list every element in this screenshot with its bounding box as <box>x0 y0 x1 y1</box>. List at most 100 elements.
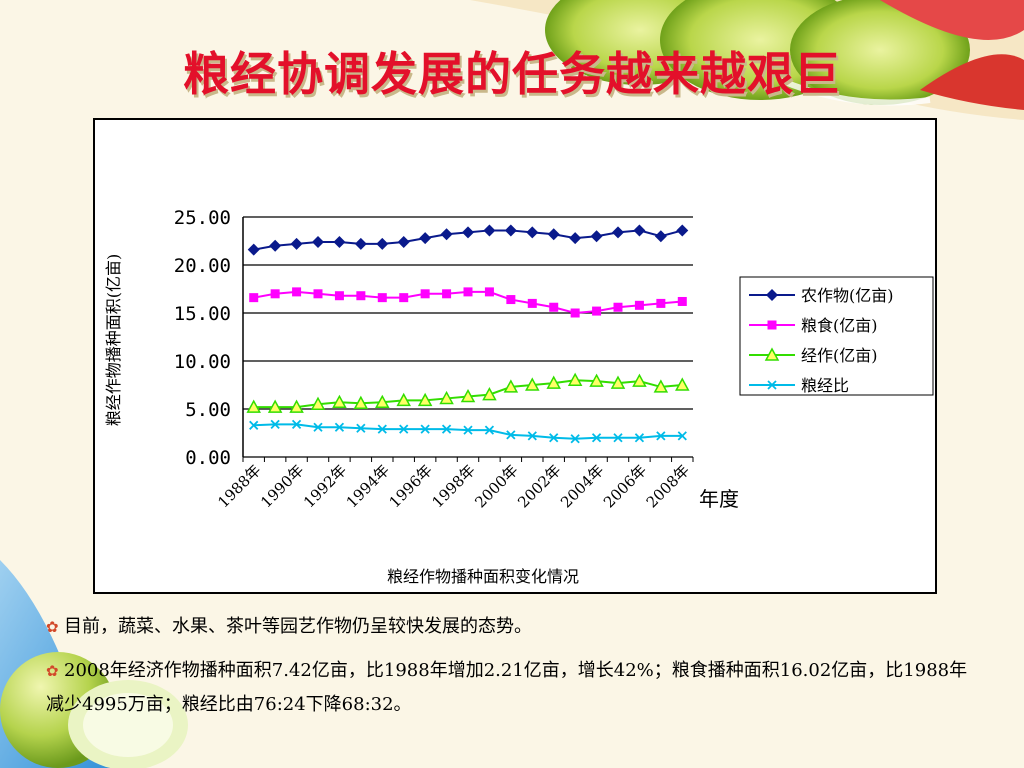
data-point-x <box>634 433 645 443</box>
data-point-triangle <box>289 399 304 413</box>
data-point-square <box>270 289 280 299</box>
data-point-triangle <box>396 392 411 407</box>
data-point-diamond <box>376 237 389 250</box>
data-point-diamond <box>354 237 367 250</box>
data-point-x <box>313 422 323 432</box>
data-point-diamond <box>547 228 560 241</box>
data-point-x <box>420 424 430 434</box>
x-tick-label: 1996年 <box>386 461 436 511</box>
x-tick-label: 2000年 <box>471 461 521 511</box>
data-point-square <box>506 295 516 305</box>
data-point-x <box>767 380 777 390</box>
data-point-x <box>613 433 623 443</box>
data-point-square <box>399 293 409 303</box>
flower-bullet-icon: ✿ <box>46 618 59 636</box>
x-axis-label: 年度 <box>699 487 739 511</box>
data-point-diamond <box>569 232 582 245</box>
data-point-triangle <box>525 377 540 391</box>
x-stroke <box>334 422 345 432</box>
data-point-triangle <box>567 372 583 386</box>
data-point-x <box>656 431 666 441</box>
x-tick-label: 2002年 <box>514 461 564 511</box>
data-point-square <box>656 298 666 308</box>
data-point-square <box>442 289 452 299</box>
x-stroke <box>506 430 516 440</box>
data-point-triangle <box>589 373 604 387</box>
x-tick-label: 2008年 <box>643 461 693 511</box>
x-stroke <box>399 424 409 434</box>
data-point-triangle <box>546 375 561 389</box>
x-stroke <box>484 425 495 435</box>
data-point-diamond <box>633 224 646 237</box>
data-point-x <box>677 431 687 441</box>
x-tick-label: 2006年 <box>600 461 650 511</box>
data-point-diamond <box>766 289 778 301</box>
data-point-square <box>592 306 602 316</box>
bullet-1: ✿ 目前，蔬菜、水果、茶叶等园艺作物仍呈较快发展的态势。 <box>46 610 976 644</box>
flower-bullet-icon: ✿ <box>46 662 59 680</box>
y-tick-label: 15.00 <box>174 303 231 325</box>
bullet-1-text: 目前，蔬菜、水果、茶叶等园艺作物仍呈较快发展的态势。 <box>64 616 532 637</box>
x-tick-label: 1998年 <box>428 461 478 511</box>
data-point-triangle <box>503 379 519 393</box>
x-stroke <box>377 424 387 434</box>
data-point-diamond <box>419 232 432 245</box>
data-point-square <box>767 320 777 330</box>
data-point-diamond <box>483 224 496 237</box>
data-point-x <box>334 422 345 432</box>
data-point-x <box>291 419 302 429</box>
data-point-diamond <box>676 224 689 237</box>
x-stroke <box>677 431 687 441</box>
x-tick-label: 1990年 <box>257 461 307 511</box>
data-point-x <box>570 434 580 444</box>
data-point-square <box>356 291 366 301</box>
data-point-triangle <box>460 388 476 403</box>
x-stroke <box>570 434 580 444</box>
data-point-x <box>270 419 280 429</box>
data-point-triangle <box>353 395 369 409</box>
data-point-diamond <box>462 226 474 239</box>
data-point-diamond <box>312 235 324 248</box>
data-point-triangle <box>482 387 497 401</box>
data-point-triangle <box>375 394 390 409</box>
x-stroke <box>270 419 280 429</box>
chart-legend: 农作物(亿亩) 粮食(亿亩) 经作(亿亩) 粮经比 <box>739 276 934 396</box>
data-point-x <box>399 424 409 434</box>
data-point-triangle <box>439 390 454 405</box>
data-point-x <box>356 423 366 433</box>
y-tick-label: 5.00 <box>185 399 231 421</box>
data-point-diamond <box>397 235 410 248</box>
x-stroke <box>591 433 602 443</box>
x-tick-label: 2004年 <box>557 461 607 511</box>
data-point-x <box>527 431 537 441</box>
x-stroke <box>767 380 777 390</box>
x-stroke <box>463 425 473 435</box>
data-point-diamond <box>247 243 260 256</box>
data-point-x <box>377 424 387 434</box>
data-point-diamond <box>590 230 603 243</box>
x-tick-label: 1994年 <box>343 461 393 511</box>
slide-title: 粮经协调发展的任务越来越艰巨 <box>183 47 841 101</box>
data-point-square <box>484 287 494 297</box>
data-point-square <box>570 308 580 318</box>
chart-caption: 粮经作物播种面积变化情况 <box>387 567 579 586</box>
data-point-x <box>506 430 516 440</box>
data-point-square <box>463 287 473 297</box>
data-point-diamond <box>654 230 667 243</box>
y-tick-label: 25.00 <box>174 207 231 229</box>
data-point-triangle <box>310 396 326 410</box>
x-stroke <box>291 419 302 429</box>
y-axis-label: 粮经作物播种面积(亿亩) <box>104 254 123 427</box>
data-point-square <box>613 302 623 312</box>
data-point-square <box>313 289 323 299</box>
data-point-square <box>334 291 344 301</box>
data-point-x <box>591 433 602 443</box>
data-point-triangle <box>332 394 347 409</box>
data-point-triangle <box>267 399 283 413</box>
data-point-diamond <box>504 224 517 237</box>
data-point-triangle <box>632 373 647 387</box>
bullet-2: ✿ 2008年经济作物播种面积7.42亿亩，比1988年增加2.21亿亩，增长42… <box>46 654 976 722</box>
chart-panel: 0.00 5.00 10.00 15.00 20.00 25.00 1988年 1990年 1… <box>93 118 937 594</box>
data-point-diamond <box>290 237 303 250</box>
legend-label: 经作(亿亩) <box>801 346 878 365</box>
